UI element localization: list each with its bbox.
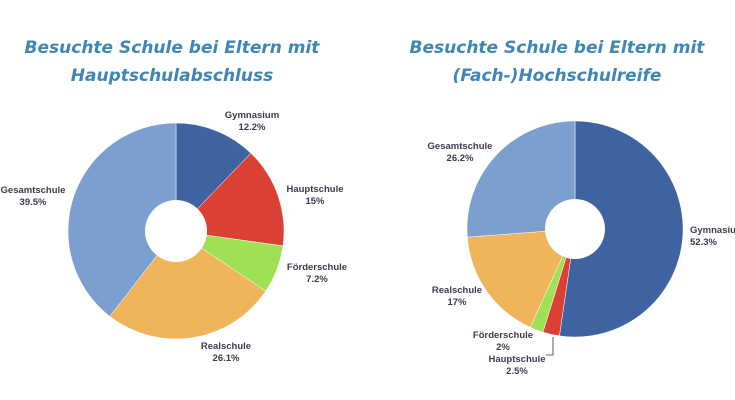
slice-label-gesamtschule: Gesamtschule 26.2% (428, 141, 493, 164)
slice-label-realschule: Realschule 17% (432, 285, 482, 308)
chart-title-line-2: Hauptschulabschluss (71, 66, 273, 86)
pie-slice-gymnasium (175, 122, 252, 232)
slice-label-gymnasium: Gymnasium 12.2% (225, 110, 279, 133)
slice-label-gymnasium: Gymnasium52.3% (690, 225, 735, 248)
chart-title-line-1: Besuchte Schule bei Eltern mit (25, 38, 321, 58)
slice-label-hauptschule: Hauptschule 2.5% (488, 354, 545, 377)
slice-label-foerderschule: Förderschule 2% (473, 330, 533, 353)
pie-slice-gymnasium (559, 120, 684, 338)
slice-label-realschule: Realschule 26.1% (201, 341, 251, 364)
pie-labels: Gymnasium 12.2% Hauptschule 15% Förderschule… (1, 110, 348, 364)
slice-label-foerderschule: Förderschule 7.2% (287, 262, 347, 285)
donut-hole (545, 199, 605, 259)
slice-label-gesamtschule: Gesamtschule 39.5% (1, 185, 66, 208)
pie-slice-realschule (467, 228, 576, 328)
donut-hole (145, 200, 207, 262)
chart-title-line-1: Besuchte Schule bei Eltern mit (410, 38, 706, 58)
leader-line-hauptschule (546, 337, 554, 356)
chart-title-line-2: (Fach-)Hochschulreife (453, 66, 662, 86)
slice-label-hauptschule: Hauptschule 15% (286, 184, 343, 207)
pie-slice-realschule (109, 230, 267, 340)
pie-slices (67, 122, 285, 340)
pie-slice-gesamtschule (67, 122, 177, 317)
chart-hauptschulabschluss: Besuchte Schule bei Eltern mit Hauptschu… (1, 38, 348, 364)
pie-slice-gesamtschule (466, 120, 576, 238)
pie-slices (466, 120, 684, 338)
chart-hochschulreife: Besuchte Schule bei Eltern mit (Fach-)Ho… (410, 38, 735, 377)
pie-labels: Gymnasium52.3% Hauptschule2.5%Förderschul… (428, 141, 735, 377)
